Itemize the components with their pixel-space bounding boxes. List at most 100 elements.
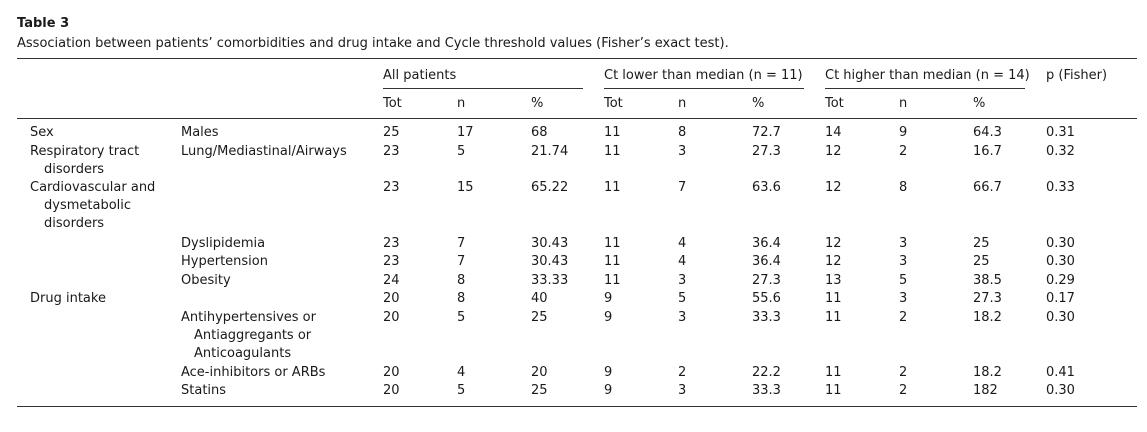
group-rule-all (383, 88, 583, 89)
row-value: 8 (457, 291, 466, 306)
row-item: Antihypertensives or Antiaggregants or A… (181, 310, 316, 361)
row-value: 25 (973, 236, 990, 251)
row-value: 25 (383, 125, 400, 140)
row-value: 12 (825, 180, 842, 195)
row-value: 33.33 (531, 273, 569, 288)
row-value: 36.4 (752, 254, 781, 269)
row-value: 65.22 (531, 180, 569, 195)
row-value: 11 (604, 273, 621, 288)
row-value: 9 (604, 365, 613, 380)
row-value: 18.2 (973, 365, 1002, 380)
row-value: 20 (383, 365, 400, 380)
row-value: 8 (457, 273, 466, 288)
row-item: Lung/Mediastinal/Airways (181, 144, 347, 159)
row-value: 12 (825, 254, 842, 269)
row-value: 25 (531, 383, 548, 398)
subheader-tot: Tot (383, 96, 402, 111)
row-value: 17 (457, 125, 474, 140)
header-ct-higher: Ct higher than median (n = 14) (825, 68, 1030, 83)
subheader-tot: Tot (604, 96, 623, 111)
row-item: Dyslipidemia (181, 236, 266, 251)
row-value: 3 (899, 291, 908, 306)
row-value: 0.32 (1046, 144, 1075, 159)
header-ct-lower: Ct lower than median (n = 11) (604, 68, 803, 83)
row-item: Statins (181, 383, 227, 398)
row-value: 0.41 (1046, 365, 1075, 380)
top-rule (17, 58, 1137, 59)
row-value: 0.30 (1046, 310, 1075, 325)
row-value: 8 (678, 125, 687, 140)
row-value: 23 (383, 180, 400, 195)
row-value: 4 (678, 254, 687, 269)
row-value: 20 (383, 310, 400, 325)
subheader-n: n (457, 96, 466, 111)
row-value: 30.43 (531, 254, 569, 269)
row-value: 2 (678, 365, 687, 380)
row-value: 2 (899, 144, 908, 159)
row-value: 4 (678, 236, 687, 251)
row-value: 25 (531, 310, 548, 325)
row-value: 66.7 (973, 180, 1002, 195)
group-rule-higher (825, 88, 1025, 89)
row-category: Cardiovascular and dysmetabolic disorder… (30, 180, 156, 231)
subheader-tot: Tot (825, 96, 844, 111)
row-value: 182 (973, 383, 998, 398)
row-value: 18.2 (973, 310, 1002, 325)
row-value: 12 (825, 236, 842, 251)
row-value: 5 (457, 144, 466, 159)
row-value: 20 (531, 365, 548, 380)
row-value: 7 (457, 236, 466, 251)
row-value: 30.43 (531, 236, 569, 251)
row-value: 2 (899, 310, 908, 325)
row-value: 0.30 (1046, 236, 1075, 251)
row-value: 11 (825, 310, 842, 325)
header-p-fisher: p (Fisher) (1046, 68, 1108, 83)
row-value: 3 (678, 273, 687, 288)
bottom-rule (17, 406, 1137, 407)
table-label: Table 3 (17, 16, 70, 31)
row-value: 64.3 (973, 125, 1002, 140)
row-category: Respiratory tract disorders (30, 144, 140, 177)
row-value: 14 (825, 125, 842, 140)
row-value: 11 (604, 254, 621, 269)
row-value: 5 (899, 273, 908, 288)
row-value: 0.31 (1046, 125, 1075, 140)
row-value: 3 (678, 144, 687, 159)
row-value: 0.17 (1046, 291, 1075, 306)
row-item: Hypertension (181, 254, 268, 269)
row-value: 11 (604, 236, 621, 251)
subheader-pct: % (531, 96, 544, 111)
row-value: 3 (678, 310, 687, 325)
subheader-pct: % (973, 96, 986, 111)
row-value: 7 (678, 180, 687, 195)
row-value: 27.3 (752, 144, 781, 159)
row-value: 11 (604, 144, 621, 159)
row-value: 12 (825, 144, 842, 159)
row-value: 8 (899, 180, 908, 195)
row-value: 68 (531, 125, 548, 140)
row-value: 55.6 (752, 291, 781, 306)
subheader-n: n (899, 96, 908, 111)
row-value: 9 (899, 125, 908, 140)
row-item: Males (181, 125, 219, 140)
row-item: Ace-inhibitors or ARBs (181, 365, 326, 380)
row-value: 11 (825, 291, 842, 306)
row-value: 33.3 (752, 383, 781, 398)
row-value: 16.7 (973, 144, 1002, 159)
row-value: 5 (457, 310, 466, 325)
row-category: Sex (30, 125, 54, 140)
row-value: 38.5 (973, 273, 1002, 288)
row-value: 2 (899, 383, 908, 398)
row-value: 9 (604, 383, 613, 398)
row-value: 21.74 (531, 144, 569, 159)
row-value: 0.30 (1046, 254, 1075, 269)
row-value: 11 (825, 365, 842, 380)
header-all-patients: All patients (383, 68, 457, 83)
table-caption: Association between patients’ comorbidit… (17, 36, 729, 51)
row-value: 13 (825, 273, 842, 288)
row-value: 5 (457, 383, 466, 398)
row-value: 63.6 (752, 180, 781, 195)
row-value: 25 (973, 254, 990, 269)
row-value: 3 (899, 236, 908, 251)
row-category: Drug intake (30, 291, 106, 306)
